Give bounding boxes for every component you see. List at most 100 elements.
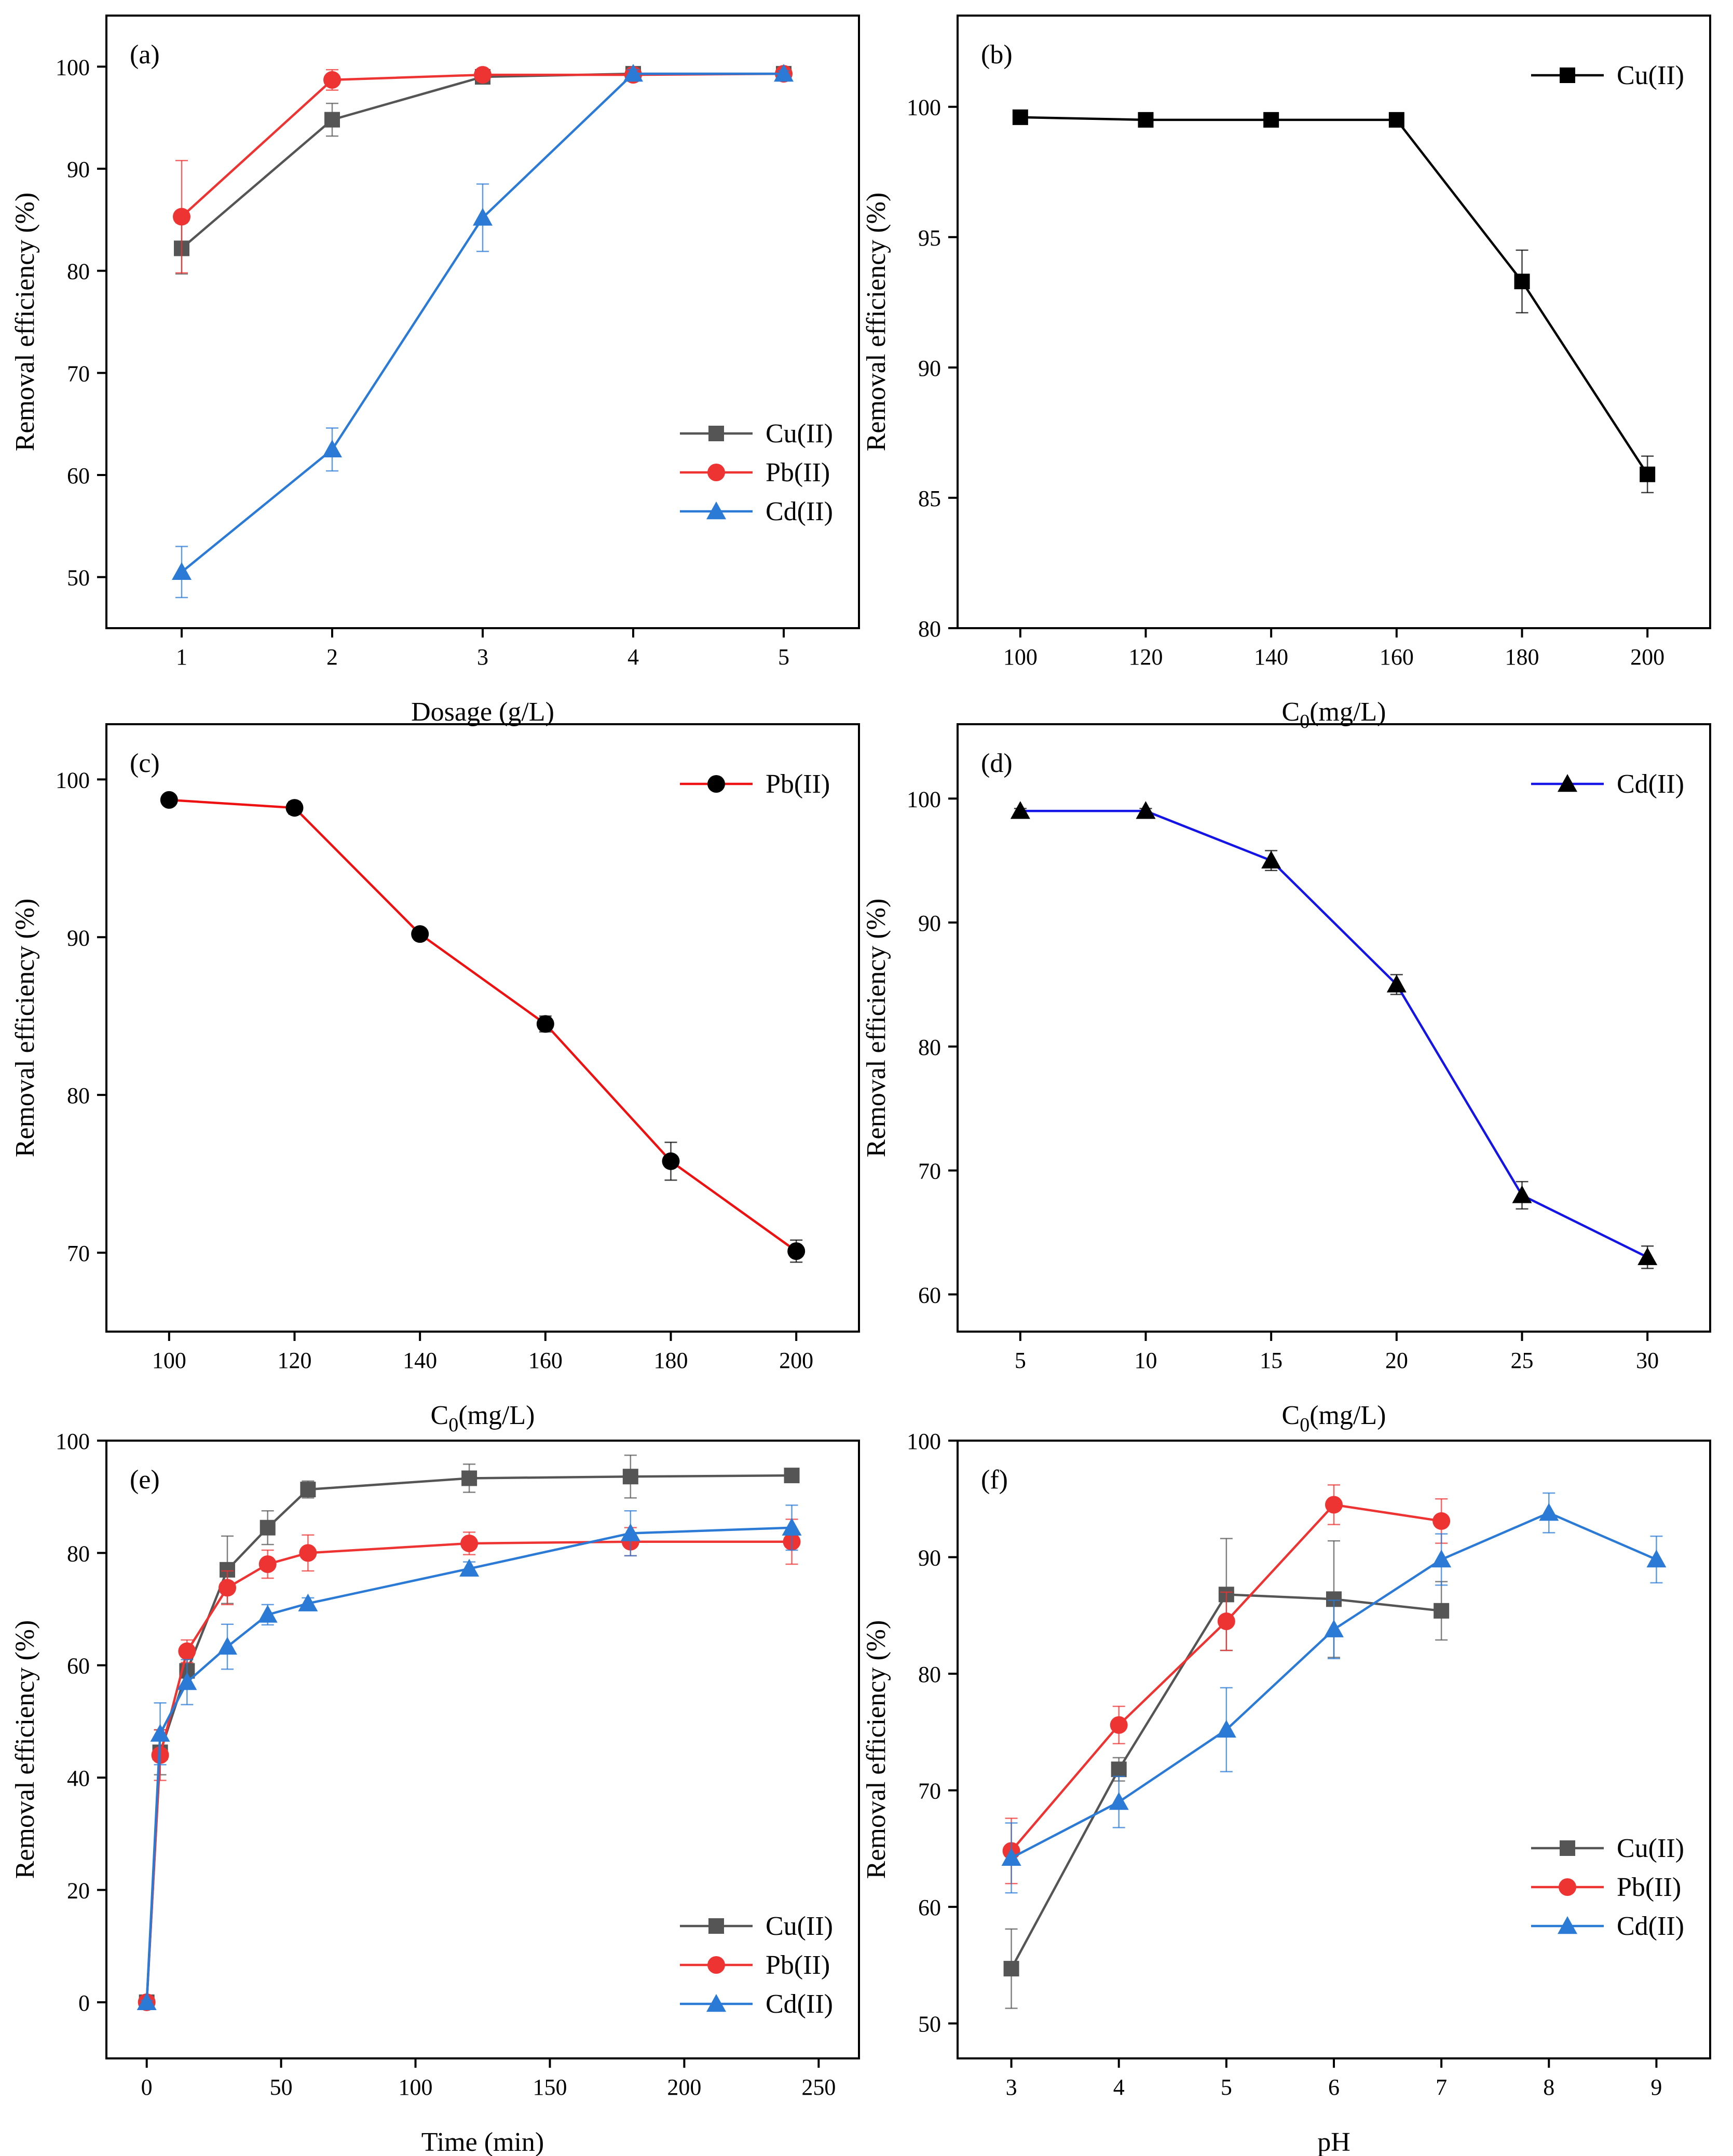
data-point [782, 1517, 802, 1536]
data-point [217, 1637, 238, 1655]
data-point [622, 1469, 638, 1485]
data-point [1216, 1719, 1236, 1738]
y-tick-label: 100 [56, 1429, 90, 1454]
x-tick-label: 140 [1254, 644, 1288, 670]
y-tick-label: 90 [918, 911, 941, 936]
data-point [150, 1724, 170, 1742]
y-tick-label: 80 [67, 1083, 90, 1108]
y-tick-label: 100 [907, 95, 941, 120]
data-point [1110, 1716, 1128, 1734]
legend-label: Pb(II) [1617, 1873, 1681, 1902]
data-point [173, 208, 190, 226]
y-tick-label: 100 [56, 55, 90, 80]
series-line [181, 72, 784, 573]
data-point [623, 64, 643, 82]
legend-marker [707, 1956, 725, 1974]
y-axis-label: Removal efficiency (%) [862, 193, 891, 452]
data-point [459, 1558, 480, 1577]
data-point [1109, 1792, 1129, 1810]
y-tick-label: 100 [907, 787, 941, 812]
legend-entry: Cd(II) [680, 497, 833, 526]
y-tick-label: 40 [67, 1766, 90, 1791]
data-point [323, 71, 341, 89]
data-point [1138, 112, 1154, 128]
legend-marker [1558, 1916, 1577, 1934]
data-point [1324, 1619, 1344, 1637]
y-axis-label: Removal efficiency (%) [862, 899, 891, 1158]
x-tick-label: 160 [1380, 644, 1414, 670]
y-tick-label: 60 [67, 1653, 90, 1679]
x-tick-label: 8 [1543, 2074, 1554, 2100]
x-tick-label: 120 [278, 1348, 312, 1373]
series-Cd(II) [1010, 801, 1658, 1269]
y-tick-label: 60 [918, 1282, 941, 1308]
x-tick-label: 250 [801, 2074, 836, 2100]
data-point [1263, 112, 1279, 128]
data-point [1514, 274, 1530, 290]
data-point [474, 66, 492, 84]
chart-panel-6: 3 4 5 6 7 8 9 50 60 70 80 90 100 pH Removal efficiency… [862, 1429, 1711, 2156]
x-tick-label: 2 [326, 644, 338, 670]
data-point [1638, 1247, 1658, 1265]
y-tick-label: 20 [67, 1878, 90, 1903]
x-tick-label: 120 [1129, 644, 1163, 670]
x-axis-label: Time (min) [421, 2127, 544, 2156]
legend-label: Cd(II) [766, 1989, 833, 2019]
data-point [1512, 1185, 1532, 1203]
y-tick-label: 60 [67, 463, 90, 489]
y-tick-label: 80 [67, 1541, 90, 1566]
x-axis-label: pH [1317, 2127, 1350, 2156]
y-tick-label: 70 [67, 361, 90, 386]
legend-label: Pb(II) [766, 1950, 830, 1980]
data-point [1111, 1761, 1127, 1778]
legend-label: Cu(II) [766, 1911, 833, 1941]
data-point [662, 1152, 680, 1170]
data-point [536, 1015, 554, 1033]
x-tick-label: 200 [779, 1348, 813, 1373]
data-point [160, 791, 178, 809]
x-tick-label: 3 [1006, 2074, 1017, 2100]
legend-entry: Cu(II) [680, 419, 833, 449]
legend-marker [708, 1918, 724, 1934]
legend-marker [707, 775, 725, 793]
series-line [169, 798, 797, 1252]
data-point [1539, 1503, 1559, 1521]
data-point [300, 1482, 316, 1498]
legend-marker [1559, 1878, 1576, 1896]
x-axis-label: C0(mg/L) [1282, 1401, 1386, 1436]
data-point [177, 1672, 197, 1690]
data-point [1001, 1848, 1021, 1866]
y-axis-label: Removal efficiency (%) [862, 1620, 891, 1879]
x-tick-label: 150 [533, 2074, 567, 2100]
x-tick-label: 30 [1636, 1348, 1659, 1373]
legend-entry: Pb(II) [1531, 1873, 1681, 1902]
legend-label: Cu(II) [766, 419, 833, 449]
legend-entry: Pb(II) [680, 1950, 830, 1980]
legend-marker [1558, 774, 1577, 792]
legend-marker [706, 1994, 726, 2012]
legend-label: Pb(II) [766, 769, 830, 799]
x-tick-label: 5 [778, 644, 789, 670]
legend-entry: Pb(II) [680, 458, 830, 487]
series-Cd(II) [172, 64, 794, 599]
x-tick-label: 5 [1221, 2074, 1232, 2100]
legend-marker [707, 464, 725, 481]
data-point [1136, 801, 1156, 819]
panel-label: (c) [130, 749, 160, 778]
series-line [145, 1526, 792, 2002]
series-Pb(II) [160, 791, 806, 1263]
x-tick-label: 15 [1260, 1348, 1282, 1373]
x-tick-label: 100 [152, 1348, 186, 1373]
x-tick-label: 1 [176, 644, 187, 670]
x-tick-label: 5 [1015, 1348, 1026, 1373]
data-point [1012, 109, 1028, 125]
data-point [1432, 1512, 1451, 1530]
series-Pb(II) [138, 1518, 801, 2011]
data-point [285, 799, 304, 817]
y-tick-label: 90 [918, 1545, 941, 1571]
legend-label: Cu(II) [1617, 61, 1684, 90]
data-point [1003, 1961, 1019, 1977]
series-Cd(II) [1001, 1492, 1667, 1894]
legend-label: Pb(II) [766, 458, 830, 487]
data-point [172, 562, 192, 580]
